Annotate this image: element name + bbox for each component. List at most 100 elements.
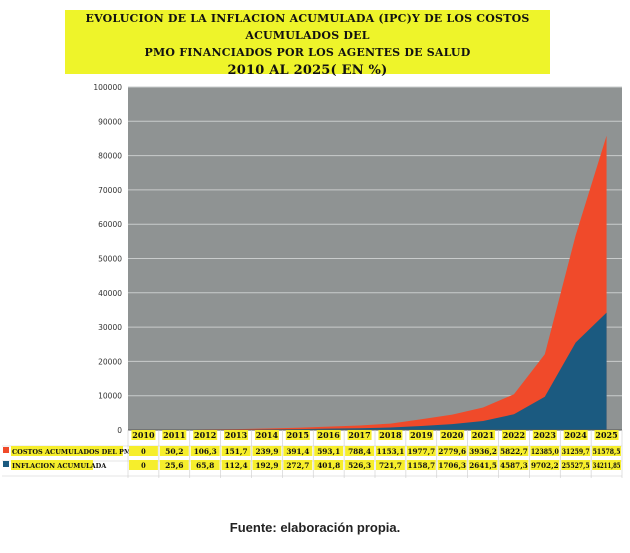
data-cell-highlight bbox=[190, 446, 220, 456]
category-highlight bbox=[532, 430, 557, 440]
x-tick-label: 2017 bbox=[348, 430, 370, 440]
data-label-costos: 1153,1 bbox=[377, 447, 405, 456]
y-tick-label: 80000 bbox=[98, 152, 122, 161]
y-tick-label: 30000 bbox=[98, 323, 122, 332]
data-label-inflacion: 272,7 bbox=[286, 461, 309, 470]
data-cell-highlight bbox=[561, 446, 591, 456]
data-label-costos: 0 bbox=[141, 447, 146, 456]
data-label-inflacion: 65,8 bbox=[196, 461, 214, 470]
legend-highlight-costos bbox=[11, 446, 123, 456]
category-highlight bbox=[378, 430, 403, 440]
x-tick-label: 2018 bbox=[379, 430, 402, 440]
data-label-costos: 788,4 bbox=[348, 447, 371, 456]
data-cell-highlight bbox=[283, 446, 313, 456]
data-label-inflacion: 34211,85 bbox=[593, 461, 621, 470]
data-label-costos: 106,3 bbox=[194, 447, 217, 456]
x-tick-label: 2013 bbox=[225, 430, 248, 440]
data-cell-highlight bbox=[592, 460, 621, 470]
category-highlight bbox=[501, 430, 526, 440]
x-tick-label: 2022 bbox=[503, 430, 525, 440]
category-highlight bbox=[440, 430, 465, 440]
data-label-costos: 3936,2 bbox=[469, 447, 497, 456]
legend-highlight-inflacion bbox=[11, 460, 93, 470]
data-label-inflacion: 1158,7 bbox=[408, 461, 436, 470]
data-cell-highlight bbox=[406, 460, 436, 470]
data-cell-highlight bbox=[376, 446, 405, 456]
data-label-costos: 151,7 bbox=[225, 447, 248, 456]
title-line-1: EVOLUCION DE LA INFLACION ACUMULADA (IPC… bbox=[85, 12, 530, 42]
y-tick-label: 0 bbox=[117, 426, 122, 435]
x-tick-label: 2010 bbox=[132, 430, 155, 440]
category-highlight bbox=[409, 430, 434, 440]
data-cell-highlight bbox=[221, 460, 251, 470]
x-tick-label: 2012 bbox=[194, 430, 216, 440]
data-cell-highlight bbox=[468, 446, 498, 456]
data-cell-highlight bbox=[283, 460, 313, 470]
data-label-inflacion: 721,7 bbox=[379, 461, 402, 470]
source-note: Fuente: elaboración propia. bbox=[229, 520, 401, 535]
data-cell-highlight bbox=[221, 446, 251, 456]
data-cell-highlight bbox=[345, 446, 374, 456]
x-tick-label: 2015 bbox=[287, 430, 309, 440]
x-tick-label: 2023 bbox=[534, 430, 557, 440]
x-tick-label: 2024 bbox=[565, 430, 588, 440]
data-cell-highlight bbox=[190, 460, 220, 470]
x-tick-label: 2019 bbox=[410, 430, 433, 440]
y-tick-label: 100000 bbox=[93, 83, 122, 92]
category-highlight bbox=[285, 430, 310, 440]
data-label-costos: 1977,7 bbox=[408, 447, 436, 456]
data-cell-highlight bbox=[129, 460, 158, 470]
data-label-inflacion: 192,9 bbox=[255, 461, 278, 470]
category-highlight bbox=[131, 430, 156, 440]
y-tick-label: 60000 bbox=[98, 220, 122, 229]
data-label-inflacion: 1706,3 bbox=[438, 461, 466, 470]
data-cell-highlight bbox=[468, 460, 498, 470]
data-cell-highlight bbox=[592, 446, 621, 456]
series-area-inflacion bbox=[143, 312, 607, 430]
data-cell-highlight bbox=[345, 460, 374, 470]
y-tick-label: 90000 bbox=[98, 117, 122, 126]
legend-swatch-costos bbox=[3, 447, 9, 453]
title-line-2: PMO FINANCIADOS POR LOS AGENTES DE SALUD bbox=[144, 46, 471, 59]
x-tick-label: 2011 bbox=[163, 430, 185, 440]
y-tick-label: 40000 bbox=[98, 289, 122, 298]
data-label-inflacion: 25,6 bbox=[165, 461, 183, 470]
data-label-inflacion: 25527,5 bbox=[562, 461, 590, 470]
category-highlight bbox=[594, 430, 619, 440]
data-cell-highlight bbox=[499, 446, 529, 456]
y-tick-label: 20000 bbox=[98, 357, 122, 366]
data-cell-highlight bbox=[530, 446, 560, 456]
data-label-inflacion: 112,4 bbox=[225, 461, 248, 470]
data-label-inflacion: 9702,2 bbox=[531, 461, 559, 470]
data-cell-highlight bbox=[561, 460, 591, 470]
data-label-inflacion: 4587,3 bbox=[500, 461, 528, 470]
data-label-inflacion: 401,8 bbox=[317, 461, 340, 470]
data-cell-highlight bbox=[159, 460, 189, 470]
data-label-costos: 2779,6 bbox=[438, 447, 466, 456]
category-highlight bbox=[347, 430, 372, 440]
y-tick-label: 10000 bbox=[98, 392, 122, 401]
data-cell-highlight bbox=[437, 446, 467, 456]
x-tick-label: 2025 bbox=[595, 430, 617, 440]
legend-swatch-inflacion bbox=[3, 461, 9, 467]
x-tick-label: 2021 bbox=[472, 430, 494, 440]
data-cell-highlight bbox=[406, 446, 436, 456]
data-cell-highlight bbox=[252, 460, 282, 470]
data-label-costos: 239,9 bbox=[255, 447, 278, 456]
y-tick-label: 70000 bbox=[98, 186, 122, 195]
data-cell-highlight bbox=[314, 460, 344, 470]
y-tick-label: 50000 bbox=[98, 255, 122, 264]
category-highlight bbox=[563, 430, 588, 440]
x-tick-label: 2016 bbox=[318, 430, 341, 440]
data-label-inflacion: 2641,5 bbox=[469, 461, 497, 470]
data-label-costos: 12385,0 bbox=[531, 447, 559, 456]
data-label-costos: 31259,7 bbox=[562, 447, 590, 456]
data-cell-highlight bbox=[252, 446, 282, 456]
x-tick-label: 2020 bbox=[441, 430, 464, 440]
legend-label-costos: COSTOS ACUMULADOS DEL PMO bbox=[12, 448, 137, 456]
data-label-costos: 50,2 bbox=[165, 447, 183, 456]
data-cell-highlight bbox=[129, 446, 158, 456]
data-label-costos: 593,1 bbox=[317, 447, 340, 456]
legend-label-inflacion: INFLACION ACUMULADA bbox=[12, 462, 107, 470]
